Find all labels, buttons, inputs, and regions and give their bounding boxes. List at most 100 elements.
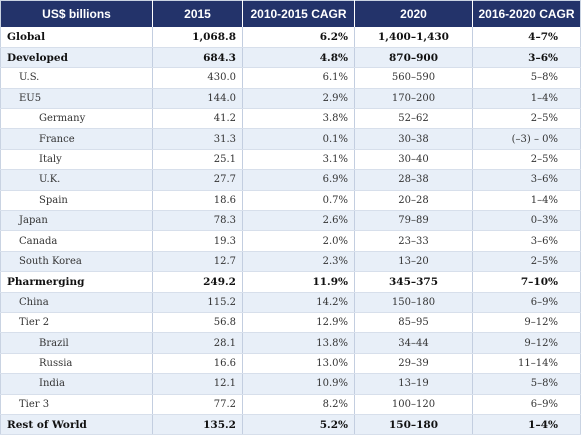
row-label: Rest of World [0,414,153,436]
value-2020: 34–44 [354,332,473,354]
value-2015: 144.0 [152,88,243,110]
cagr-2016-2020: 2–5% [472,251,581,273]
table-row: U.S. 430.0 6.1% 560–590 5–8% [0,67,581,89]
value-2020: 13–20 [354,251,473,273]
table-row: China 115.2 14.2% 150–180 6–9% [0,292,581,313]
value-2015: 684.3 [152,47,243,69]
value-2020: 29–39 [354,353,473,375]
cagr-2016-2020: 6–9% [472,394,581,415]
table-row: Pharmerging 249.2 11.9% 345–375 7–10% [0,271,581,293]
cagr-2016-2020: 7–10% [472,271,581,293]
cagr-2010-2015: 2.0% [242,230,355,252]
cagr-2016-2020: 0–3% [472,210,581,232]
row-label: Japan [0,210,153,232]
value-2020: 13–19 [354,373,473,395]
value-2015: 19.3 [152,230,243,252]
table-row: Spain 18.6 0.7% 20–28 1–4% [0,190,581,212]
cagr-2016-2020: 1–4% [472,190,581,212]
row-label: Spain [0,190,153,212]
row-label: Developed [0,47,153,69]
value-2015: 56.8 [152,312,243,334]
value-2015: 12.1 [152,373,243,395]
value-2015: 135.2 [152,414,243,436]
cagr-2010-2015: 8.2% [242,394,355,415]
table-row: Italy 25.1 3.1% 30–40 2–5% [0,149,581,171]
row-label: Brazil [0,332,153,354]
value-2020: 85–95 [354,312,473,334]
value-2015: 31.3 [152,128,243,150]
cagr-2010-2015: 2.9% [242,88,355,110]
value-2020: 30–40 [354,149,473,171]
row-label: Tier 2 [0,312,153,334]
value-2015: 78.3 [152,210,243,232]
cagr-2016-2020: 5–8% [472,67,581,89]
cagr-2016-2020: 9–12% [472,332,581,354]
table-row: South Korea 12.7 2.3% 13–20 2–5% [0,251,581,273]
table-row: Brazil 28.1 13.8% 34–44 9–12% [0,332,581,354]
value-2020: 79–89 [354,210,473,232]
cagr-2016-2020: 1–4% [472,414,581,436]
value-2020: 100–120 [354,394,473,415]
cagr-2010-2015: 4.8% [242,47,355,69]
cagr-2010-2015: 10.9% [242,373,355,395]
value-2020: 345–375 [354,271,473,293]
value-2020: 870–900 [354,47,473,69]
header-region: US$ billions [0,0,153,27]
value-2015: 249.2 [152,271,243,293]
value-2015: 77.2 [152,394,243,415]
table-row: Developed 684.3 4.8% 870–900 3–6% [0,47,581,69]
cagr-2010-2015: 3.1% [242,149,355,171]
cagr-2010-2015: 12.9% [242,312,355,334]
row-label: India [0,373,153,395]
header-2020: 2020 [354,0,473,27]
cagr-2010-2015: 6.9% [242,169,355,191]
row-label: Italy [0,149,153,171]
cagr-2010-2015: 5.2% [242,414,355,436]
cagr-2016-2020: 3–6% [472,169,581,191]
header-2015: 2015 [152,0,243,27]
cagr-2016-2020: 3–6% [472,47,581,69]
value-2015: 16.6 [152,353,243,375]
cagr-2010-2015: 14.2% [242,292,355,313]
value-2020: 150–180 [354,414,473,436]
cagr-2010-2015: 0.7% [242,190,355,212]
table-row: Russia 16.6 13.0% 29–39 11–14% [0,353,581,375]
cagr-2010-2015: 6.1% [242,67,355,89]
value-2020: 560–590 [354,67,473,89]
cagr-2010-2015: 0.1% [242,128,355,150]
row-label: U.S. [0,67,153,89]
value-2015: 12.7 [152,251,243,273]
table-row: Global 1,068.8 6.2% 1,400–1,430 4–7% [0,27,581,48]
value-2015: 115.2 [152,292,243,313]
value-2020: 23–33 [354,230,473,252]
header-cagr-2010-2015: 2010-2015 CAGR [242,0,355,27]
cagr-2016-2020: 5–8% [472,373,581,395]
header-cagr-2016-2020: 2016-2020 CAGR [472,0,581,27]
table-row: U.K. 27.7 6.9% 28–38 3–6% [0,169,581,191]
value-2015: 41.2 [152,108,243,130]
value-2020: 150–180 [354,292,473,313]
cagr-2010-2015: 6.2% [242,27,355,48]
row-label: China [0,292,153,313]
table-row: EU5 144.0 2.9% 170–200 1–4% [0,88,581,110]
cagr-2010-2015: 11.9% [242,271,355,293]
table-body: Global 1,068.8 6.2% 1,400–1,430 4–7% Develope… [0,27,581,436]
value-2015: 1,068.8 [152,27,243,48]
cagr-2010-2015: 3.8% [242,108,355,130]
table-row: Tier 2 56.8 12.9% 85–95 9–12% [0,312,581,334]
cagr-2016-2020: 2–5% [472,108,581,130]
value-2020: 52–62 [354,108,473,130]
value-2020: 28–38 [354,169,473,191]
row-label: U.K. [0,169,153,191]
table-row: Germany 41.2 3.8% 52–62 2–5% [0,108,581,130]
value-2015: 27.7 [152,169,243,191]
row-label: EU5 [0,88,153,110]
value-2015: 430.0 [152,67,243,89]
row-label: Canada [0,230,153,252]
row-label: South Korea [0,251,153,273]
cagr-2010-2015: 2.3% [242,251,355,273]
value-2020: 20–28 [354,190,473,212]
value-2015: 18.6 [152,190,243,212]
cagr-2016-2020: 2–5% [472,149,581,171]
cagr-2010-2015: 2.6% [242,210,355,232]
